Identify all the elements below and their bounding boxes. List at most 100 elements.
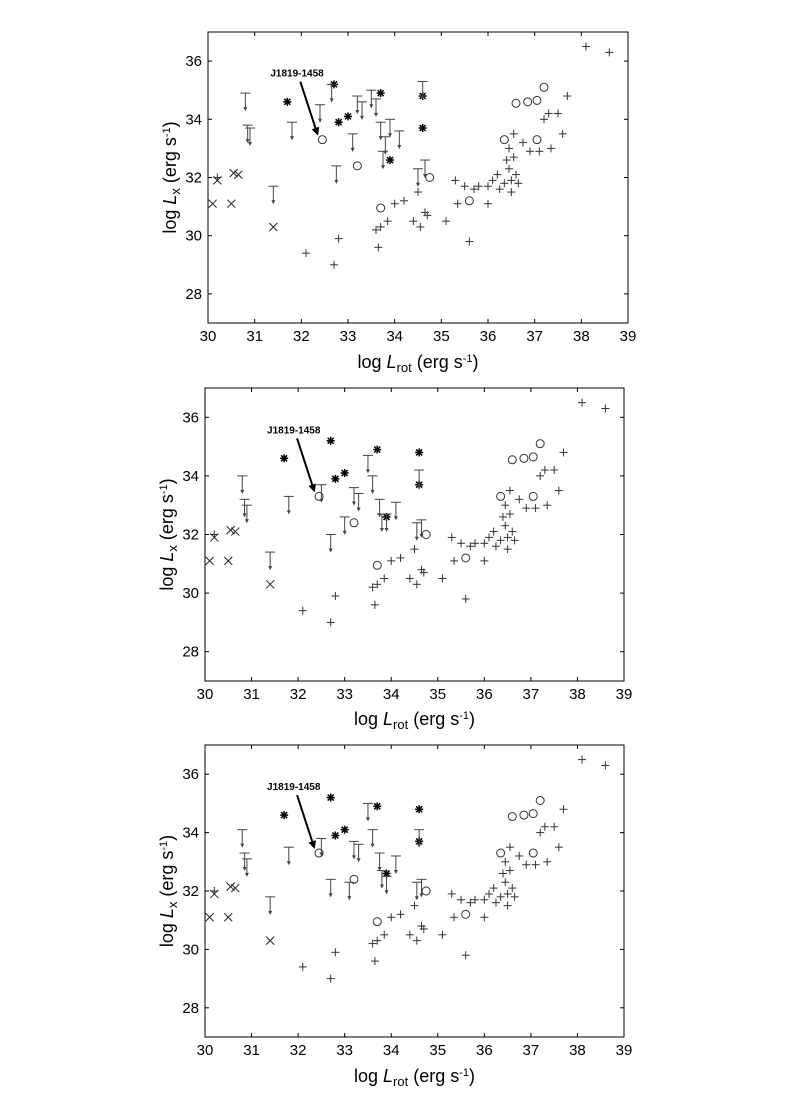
data-point-plus xyxy=(550,466,559,475)
data-point-upper-limit xyxy=(371,98,381,117)
data-point-plus xyxy=(540,115,548,124)
data-point-plus xyxy=(447,533,456,542)
data-point-x xyxy=(208,199,218,209)
x-tick-label: 38 xyxy=(573,328,590,345)
data-point-upper-limit xyxy=(366,89,377,109)
data-point-asterisk xyxy=(376,89,385,98)
x-tick-label: 37 xyxy=(523,686,540,703)
data-point-upper-limit xyxy=(411,522,422,541)
x-tick-label: 30 xyxy=(197,686,214,703)
data-point-upper-limit xyxy=(241,504,252,524)
data-point-plus xyxy=(298,606,307,615)
x-tick-label: 38 xyxy=(569,686,586,703)
data-point-asterisk xyxy=(334,118,343,127)
data-point-plus xyxy=(405,930,414,939)
data-point-plus xyxy=(505,164,513,173)
data-point-plus xyxy=(493,170,502,179)
data-point-plus xyxy=(383,217,392,226)
data-point-plus xyxy=(302,249,310,258)
data-point-upper-limit xyxy=(374,852,385,872)
x-tick-label: 30 xyxy=(197,1042,214,1059)
data-point-circle xyxy=(372,560,382,570)
data-point-plus xyxy=(496,892,505,901)
data-point-circle xyxy=(535,795,545,805)
data-point-upper-limit xyxy=(239,852,250,872)
data-point-plus xyxy=(372,225,380,234)
data-point-plus xyxy=(438,574,447,583)
data-point-plus xyxy=(412,936,421,945)
x-tick-label: 31 xyxy=(243,686,260,703)
data-point-plus xyxy=(531,860,540,869)
data-point-plus xyxy=(409,217,418,226)
data-point-plus xyxy=(368,583,377,592)
x-axis-label: log Lrot (erg s-1) xyxy=(354,1066,475,1089)
data-point-plus xyxy=(505,509,514,518)
data-point-plus xyxy=(522,504,531,513)
data-point-circle xyxy=(511,98,521,108)
data-point-plus xyxy=(419,568,428,577)
data-point-plus xyxy=(509,153,518,162)
data-point-plus xyxy=(484,199,492,208)
data-point-asterisk xyxy=(373,445,382,454)
data-point-plus xyxy=(543,857,552,866)
data-point-plus xyxy=(500,179,509,188)
data-point-plus xyxy=(489,884,498,893)
data-point-upper-limit xyxy=(414,469,425,489)
x-tick-label: 34 xyxy=(383,686,400,703)
data-point-upper-limit xyxy=(353,492,364,512)
data-point-upper-limit xyxy=(390,855,401,874)
data-point-plus xyxy=(380,930,389,939)
data-point-plus xyxy=(405,574,414,583)
data-point-plus xyxy=(451,176,460,185)
data-point-circle xyxy=(317,135,327,145)
x-tick-label: 32 xyxy=(290,1042,307,1059)
x-tick-label: 31 xyxy=(243,1042,260,1059)
data-point-upper-limit xyxy=(316,837,327,857)
data-point-circle xyxy=(372,917,382,927)
data-point-upper-limit xyxy=(411,881,422,901)
data-point-plus xyxy=(503,545,512,554)
data-point-circle xyxy=(496,848,506,858)
data-point-circle xyxy=(349,874,359,884)
data-point-plus xyxy=(501,857,510,866)
data-point-plus xyxy=(526,147,534,156)
data-point-plus xyxy=(522,860,531,869)
data-point-x xyxy=(268,222,278,232)
y-axis-label: log Lx (erg s-1) xyxy=(157,478,180,590)
data-point-asterisk xyxy=(331,474,340,483)
data-point-circle xyxy=(532,135,542,145)
data-point-plus xyxy=(578,398,587,407)
data-point-asterisk xyxy=(415,805,424,814)
data-point-asterisk xyxy=(326,793,335,802)
data-point-plus xyxy=(563,92,572,101)
data-point-circle xyxy=(532,95,542,105)
y-tick-label: 28 xyxy=(185,286,202,303)
data-point-asterisk xyxy=(418,124,427,133)
x-tick-label: 39 xyxy=(616,1042,633,1059)
x-tick-label: 39 xyxy=(616,686,633,703)
y-tick-label: 36 xyxy=(182,409,199,426)
data-point-plus xyxy=(578,755,587,764)
data-point-x xyxy=(212,176,222,185)
y-tick-label: 32 xyxy=(182,883,199,900)
x-tick-label: 33 xyxy=(340,328,357,345)
data-point-plus xyxy=(536,471,545,480)
data-point-upper-limit xyxy=(347,133,358,152)
data-point-x xyxy=(209,533,219,542)
data-point-plus xyxy=(510,536,519,545)
data-point-asterisk xyxy=(386,156,394,165)
data-point-plus xyxy=(515,851,524,860)
x-tick-label: 35 xyxy=(429,1042,446,1059)
data-point-plus xyxy=(491,542,500,551)
data-point-plus xyxy=(400,196,408,205)
x-tick-label: 35 xyxy=(429,686,446,703)
data-point-plus xyxy=(412,580,421,589)
data-point-plus xyxy=(544,109,553,118)
data-point-x xyxy=(265,579,275,589)
data-point-plus xyxy=(370,957,379,966)
data-point-x xyxy=(226,882,235,891)
data-point-plus xyxy=(410,901,419,910)
data-point-plus xyxy=(396,553,405,562)
data-point-plus xyxy=(470,185,478,194)
data-point-plus xyxy=(471,539,480,548)
